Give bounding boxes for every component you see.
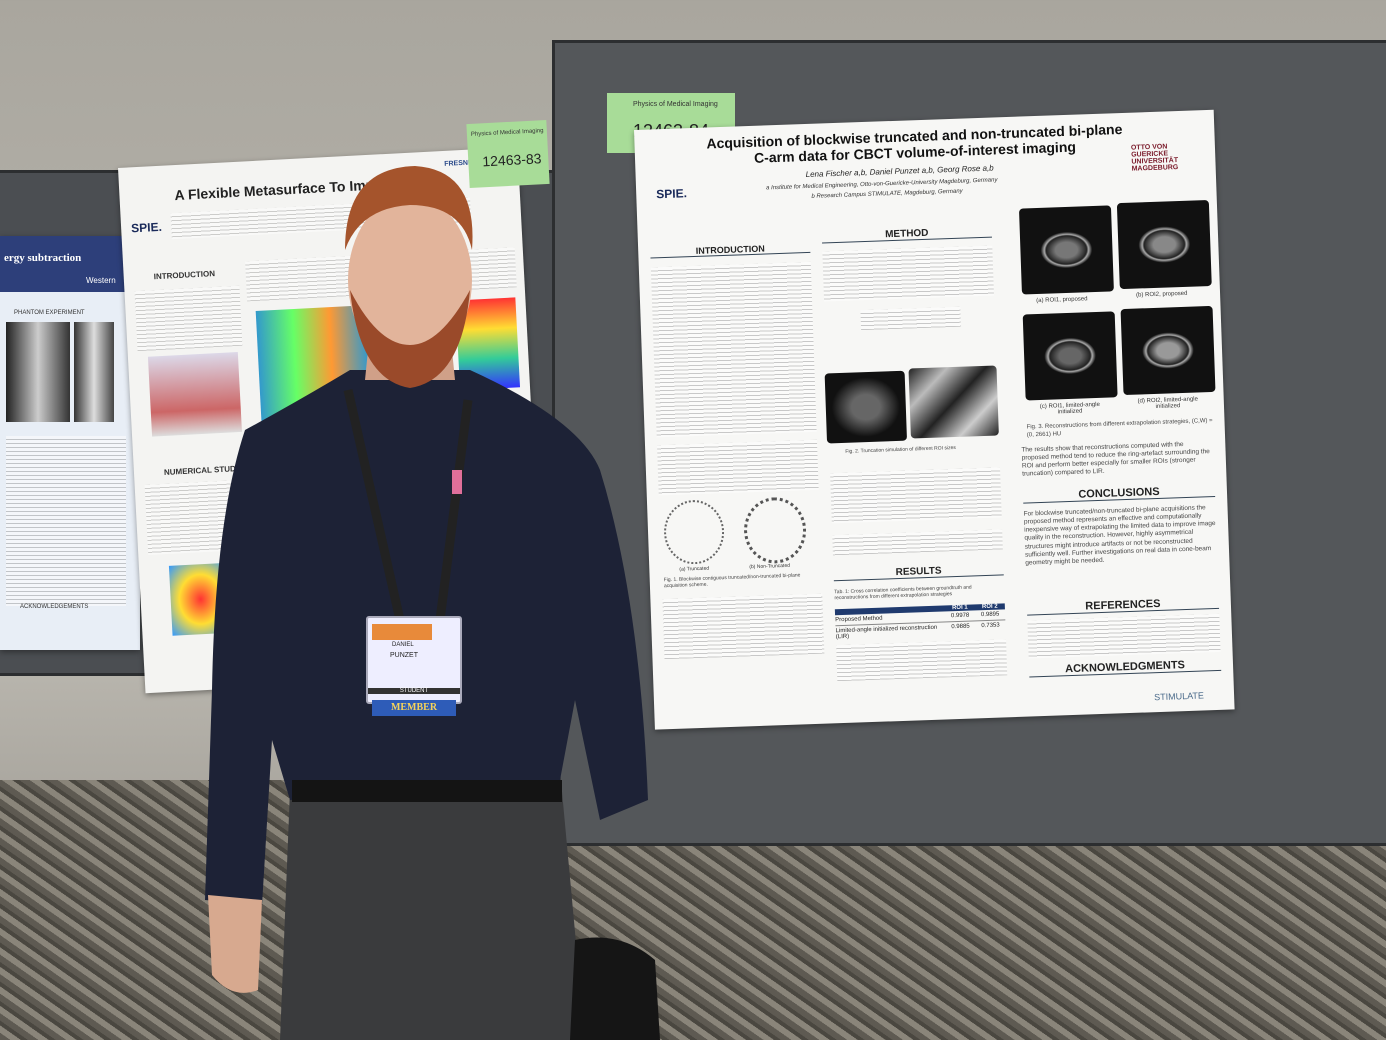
badge-last-name: PUNZET bbox=[390, 652, 418, 659]
hand bbox=[208, 895, 262, 993]
member-ribbon: MEMBER bbox=[372, 700, 456, 716]
lanyard bbox=[343, 389, 473, 621]
bag bbox=[570, 937, 660, 1040]
section-heading: PHANTOM EXPERIMENT bbox=[14, 310, 85, 316]
badge-status: STUDENT bbox=[368, 688, 460, 694]
text-block bbox=[6, 436, 126, 606]
university: Western bbox=[86, 276, 116, 285]
poster-title: ergy subtraction bbox=[4, 252, 82, 264]
poster-header bbox=[0, 236, 140, 292]
face bbox=[348, 195, 472, 365]
belt bbox=[292, 780, 562, 802]
xray-image bbox=[74, 322, 114, 422]
hair bbox=[345, 166, 473, 250]
beard bbox=[350, 290, 470, 388]
badge: DANIEL PUNZET STUDENT bbox=[366, 616, 462, 704]
xray-image bbox=[6, 322, 70, 422]
lanyard-stripe bbox=[452, 470, 462, 494]
pants bbox=[280, 770, 585, 1040]
tag-track: Physics of Medical Imaging bbox=[633, 101, 718, 108]
section-heading: ACKNOWLEDGEMENTS bbox=[20, 604, 89, 610]
badge-first-name: DANIEL bbox=[392, 642, 414, 648]
far-left-poster: ergy subtraction Western PHANTOM EXPERIM… bbox=[0, 236, 140, 650]
badge-stripe bbox=[372, 624, 432, 640]
